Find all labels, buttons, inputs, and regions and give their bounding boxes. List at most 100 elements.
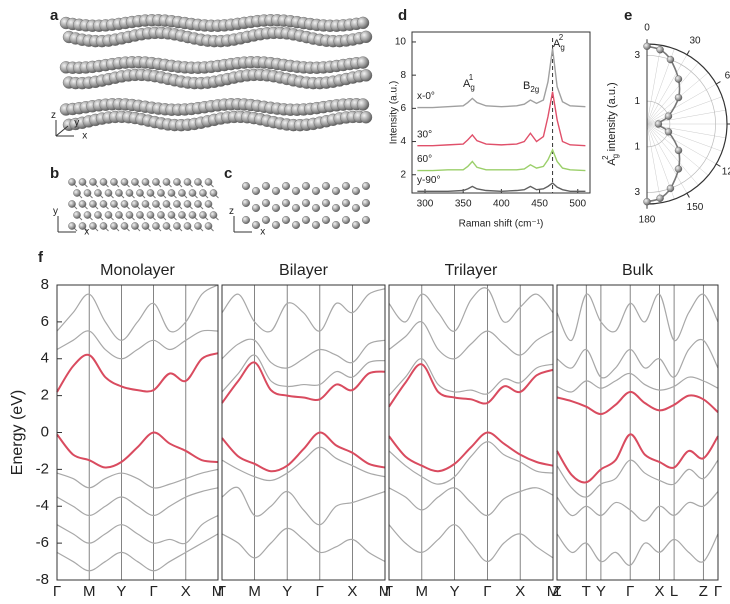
y-tick-label: -6 <box>36 534 49 551</box>
atom <box>131 178 139 186</box>
atom <box>173 222 181 230</box>
x-tick-label: Γ <box>714 583 722 600</box>
atom <box>312 203 321 212</box>
atom <box>136 189 144 197</box>
polar-grid <box>646 100 671 148</box>
atom <box>302 198 311 207</box>
atom <box>68 200 76 208</box>
band <box>221 446 386 482</box>
atom <box>352 220 361 229</box>
atom <box>322 215 331 224</box>
atom <box>73 211 81 219</box>
polar-point <box>664 128 673 136</box>
atom <box>136 211 144 219</box>
axis-letter: x <box>84 227 89 238</box>
atom <box>141 178 150 186</box>
x-tick-label: Γ <box>149 583 157 600</box>
atom <box>241 181 250 190</box>
atom <box>89 200 97 208</box>
atom <box>125 211 134 219</box>
r-tick-label: 1 <box>634 96 640 107</box>
band <box>388 441 554 485</box>
series-label: x-0° <box>417 91 435 102</box>
annotation: Ag2 intensity (a.u.) <box>601 82 620 165</box>
panel-label: f <box>38 249 44 266</box>
atom <box>188 211 197 219</box>
panel-label: a <box>50 7 59 24</box>
atom <box>141 200 150 208</box>
panel-title: Bilayer <box>279 262 329 279</box>
axis-letter: y <box>53 206 58 217</box>
polar-point <box>654 120 663 128</box>
annotation-sup: 2 <box>601 155 610 160</box>
panel-label: e <box>624 7 632 24</box>
spectrum <box>417 182 586 193</box>
atom <box>342 198 351 207</box>
atom <box>194 200 202 208</box>
x-tick-label: M <box>416 583 429 600</box>
atom <box>292 203 301 212</box>
atom <box>362 181 371 190</box>
x-tick-label: Γ <box>316 583 324 600</box>
band <box>388 321 554 360</box>
annotation: B2g <box>523 80 539 94</box>
polar-point <box>666 184 675 193</box>
atom <box>204 178 213 186</box>
atom <box>146 211 155 219</box>
atom <box>352 203 361 212</box>
x-tick-label: Y <box>116 583 126 600</box>
x-tick-label: M <box>83 583 96 600</box>
atom <box>183 200 192 208</box>
polar-spoke <box>646 123 699 186</box>
x-tick-label: 300 <box>417 199 434 210</box>
polar-point <box>666 55 675 64</box>
band <box>388 363 554 408</box>
atom <box>356 16 370 30</box>
atom <box>282 215 291 224</box>
band <box>221 527 386 563</box>
x-tick-label: M <box>379 583 392 600</box>
atom <box>89 178 97 186</box>
band <box>388 524 554 563</box>
panel-label: b <box>50 165 59 182</box>
atom <box>120 178 129 186</box>
x-axis-label: Raman shift (cm⁻¹) <box>459 219 544 230</box>
theta-tick-label: 60 <box>725 71 730 82</box>
x-tick-label: 450 <box>531 199 548 210</box>
axis-letter: z <box>229 206 234 217</box>
atom <box>99 222 108 230</box>
atom <box>178 189 186 197</box>
band <box>556 459 719 498</box>
plot-frame <box>556 284 719 581</box>
polar-spoke <box>646 54 688 125</box>
polar-spoke <box>646 62 699 125</box>
y-tick-label: 2 <box>400 169 406 180</box>
atom <box>199 189 207 197</box>
atom <box>188 189 197 197</box>
atom <box>356 56 370 69</box>
x-tick-label: Y <box>450 583 460 600</box>
panel-label: d <box>398 7 407 24</box>
band <box>556 338 719 379</box>
theta-tick-label: 120 <box>722 167 730 178</box>
x-tick-label: 400 <box>493 199 510 210</box>
atom <box>183 178 192 186</box>
polar-spoke <box>646 123 688 194</box>
atom <box>322 181 331 190</box>
x-tick-label: Y <box>282 583 292 600</box>
band <box>221 288 386 333</box>
y-tick-label: -8 <box>36 571 49 588</box>
polar-spoke <box>646 123 723 152</box>
atom <box>262 198 271 207</box>
band <box>221 486 386 526</box>
band <box>221 431 386 473</box>
atom <box>99 178 108 186</box>
panel-title: Bulk <box>622 262 654 279</box>
atom <box>131 200 139 208</box>
polar-point <box>656 46 664 54</box>
band <box>56 533 219 572</box>
x-tick-label: Z <box>699 583 708 600</box>
atom <box>152 178 160 186</box>
theta-tick <box>716 81 721 85</box>
